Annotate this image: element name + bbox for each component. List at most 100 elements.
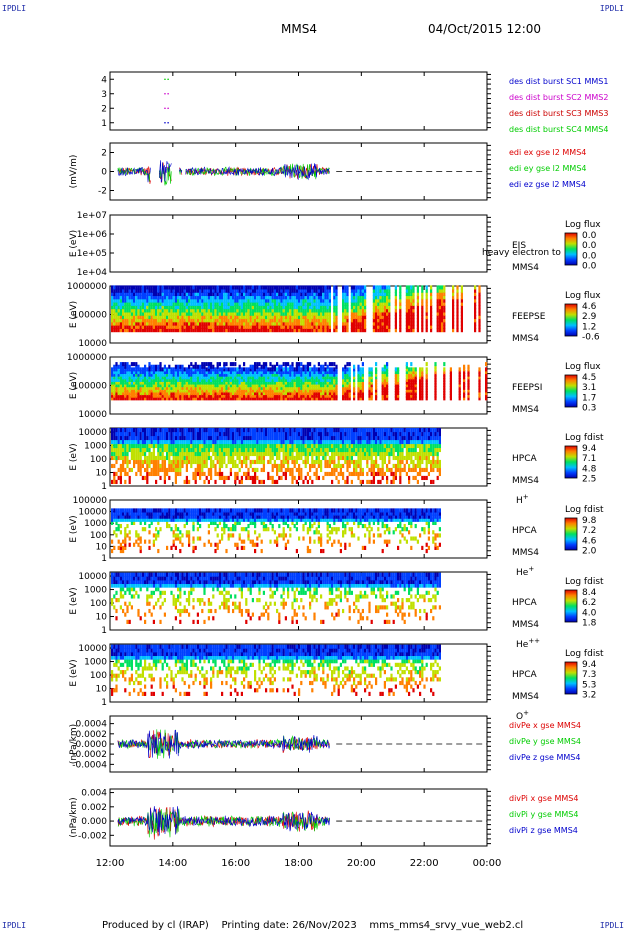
heatmap-cell bbox=[375, 301, 378, 306]
heatmap-cell bbox=[260, 388, 263, 393]
heatmap-cell bbox=[161, 375, 164, 380]
heatmap-cell bbox=[122, 291, 125, 297]
heatmap-cell bbox=[194, 324, 197, 329]
heatmap-cell bbox=[179, 377, 182, 382]
heatmap-cell bbox=[434, 380, 437, 385]
heatmap-cell bbox=[410, 285, 413, 290]
heatmap-cell bbox=[223, 455, 226, 461]
heatmap-cell bbox=[436, 314, 439, 320]
heatmap-cell bbox=[273, 318, 276, 323]
heatmap-cell bbox=[313, 318, 316, 323]
heatmap-cell bbox=[205, 380, 208, 385]
heatmap-cell bbox=[383, 372, 386, 377]
heatmap-cell bbox=[170, 291, 173, 297]
heatmap-cell bbox=[326, 393, 329, 398]
heatmap-cell bbox=[190, 447, 193, 453]
heatmap-cell bbox=[425, 305, 428, 310]
heatmap-cell bbox=[205, 314, 208, 320]
heatmap-cell bbox=[130, 318, 133, 323]
heatmap-cell bbox=[410, 318, 413, 323]
heatmap-cell bbox=[185, 396, 188, 401]
heatmap-cell bbox=[456, 328, 459, 333]
heatmap-cell bbox=[474, 324, 477, 329]
heatmap-cell bbox=[322, 295, 325, 300]
heatmap-cell bbox=[122, 431, 125, 437]
heatmap-cell bbox=[203, 439, 206, 445]
heatmap-cell bbox=[405, 380, 408, 385]
heatmap-cell bbox=[133, 291, 136, 297]
heatmap-cell bbox=[458, 369, 461, 375]
heatmap-cell bbox=[302, 435, 305, 441]
heatmap-cell bbox=[478, 393, 481, 398]
heatmap-cell bbox=[221, 455, 224, 461]
heatmap-cell bbox=[364, 285, 367, 290]
heatmap-cell bbox=[135, 369, 138, 375]
heatmap-cell bbox=[306, 321, 309, 326]
heatmap-cell bbox=[295, 380, 298, 385]
heatmap-cell bbox=[267, 471, 270, 477]
heatmap-cell bbox=[126, 383, 129, 388]
heatmap-cell bbox=[386, 301, 389, 306]
heatmap-cell bbox=[399, 321, 402, 326]
heatmap-cell bbox=[126, 285, 129, 290]
heatmap-cell bbox=[130, 367, 133, 372]
heatmap-cell bbox=[408, 383, 411, 388]
heatmap-cell bbox=[271, 391, 274, 396]
heatmap-cell bbox=[137, 393, 140, 398]
heatmap-cell bbox=[232, 375, 235, 380]
heatmap-cell bbox=[238, 455, 241, 461]
heatmap-cell bbox=[163, 431, 166, 437]
heatmap-cell bbox=[243, 377, 246, 382]
heatmap-cell bbox=[168, 288, 171, 293]
heatmap-cell bbox=[320, 364, 323, 369]
heatmap-cell bbox=[300, 308, 303, 313]
heatmap-cell bbox=[152, 380, 155, 385]
heatmap-cell bbox=[456, 295, 459, 300]
heatmap-cell bbox=[265, 291, 268, 297]
heatmap-cell bbox=[115, 427, 118, 433]
heatmap-cell bbox=[212, 295, 215, 300]
heatmap-cell bbox=[188, 380, 191, 385]
heatmap-cell bbox=[394, 391, 397, 396]
heatmap-cell bbox=[348, 369, 351, 375]
heatmap-cell bbox=[298, 391, 301, 396]
heatmap-cell bbox=[311, 443, 314, 449]
heatmap-cell bbox=[133, 318, 136, 323]
heatmap-cell bbox=[247, 447, 250, 453]
heatmap-cell bbox=[379, 324, 382, 329]
heatmap-cell bbox=[254, 427, 257, 433]
heatmap-cell bbox=[150, 321, 153, 326]
heatmap-cell bbox=[434, 383, 437, 388]
heatmap-cell bbox=[240, 427, 243, 433]
heatmap-cell bbox=[139, 318, 142, 323]
heatmap-cell bbox=[295, 447, 298, 453]
heatmap-cell bbox=[168, 318, 171, 323]
heatmap-cell bbox=[179, 372, 182, 377]
heatmap-cell bbox=[282, 447, 285, 453]
heatmap-cell bbox=[278, 295, 281, 300]
heatmap-cell bbox=[207, 314, 210, 320]
heatmap-cell bbox=[157, 447, 160, 453]
heatmap-cell bbox=[137, 385, 140, 390]
heatmap-cell bbox=[203, 372, 206, 377]
heatmap-cell bbox=[313, 324, 316, 329]
heatmap-cell bbox=[320, 321, 323, 326]
heatmap-cell bbox=[412, 380, 415, 385]
heatmap-cell bbox=[443, 377, 446, 382]
heatmap-cell bbox=[284, 396, 287, 401]
heatmap-cell bbox=[179, 318, 182, 323]
heatmap-cell bbox=[113, 314, 116, 320]
heatmap-cell bbox=[458, 367, 461, 372]
heatmap-cell bbox=[214, 314, 217, 320]
heatmap-cell bbox=[152, 391, 155, 396]
heatmap-cell bbox=[133, 295, 136, 300]
heatmap-cell bbox=[207, 455, 210, 461]
heatmap-cell bbox=[133, 451, 136, 457]
heatmap-cell bbox=[269, 295, 272, 300]
heatmap-cell bbox=[251, 375, 254, 380]
heatmap-cell bbox=[276, 285, 279, 290]
heatmap-cell bbox=[315, 301, 318, 306]
heatmap-cell bbox=[111, 291, 114, 297]
heatmap-cell bbox=[179, 439, 182, 445]
